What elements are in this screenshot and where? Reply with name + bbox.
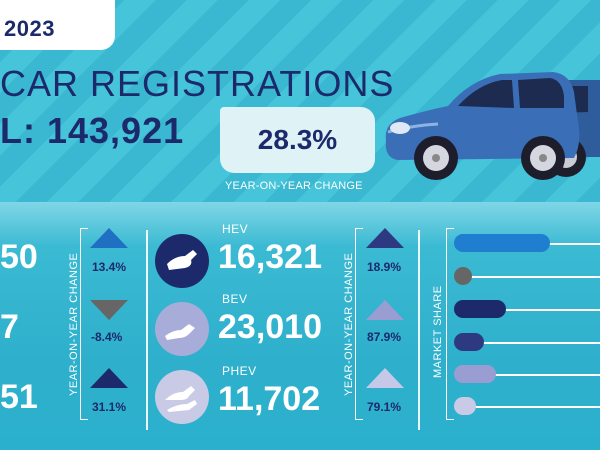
ev-charger-icon	[155, 302, 209, 356]
fuel-change-phev: 79.1%	[367, 400, 402, 414]
left-change-2-down-arrow-icon	[90, 300, 128, 320]
share-guide-3	[456, 309, 600, 311]
share-guide-2	[456, 276, 600, 278]
right-yoy-label: YEAR-ON-YEAR CHANGE	[343, 252, 355, 396]
left-change-3-up-arrow-icon	[90, 368, 128, 388]
left-value-1: 50	[0, 238, 38, 276]
left-change-1-up-arrow-icon	[90, 228, 128, 248]
total-registrations: L: 143,921	[0, 110, 185, 151]
market-share-label: MARKET SHARE	[432, 285, 444, 378]
share-bar-1	[454, 234, 550, 252]
left-change-1: 13.4%	[92, 260, 127, 274]
year-label: 2023	[4, 16, 55, 41]
left-change-3: 31.1%	[92, 400, 127, 414]
yoy-caption: YEAR-ON-YEAR CHANGE	[225, 180, 363, 192]
share-bar-2	[454, 267, 472, 285]
right-bracket	[355, 228, 363, 420]
yoy-value: 28.3%	[257, 124, 338, 155]
left-yoy-label: YEAR-ON-YEAR CHANGE	[68, 252, 80, 396]
left-value-3: 51	[0, 378, 38, 416]
fuel-change-bev: 87.9%	[367, 330, 402, 344]
share-bar-6	[454, 397, 476, 415]
fuel-change-hev: 18.9%	[367, 260, 402, 274]
plug-in-hybrid-icon	[155, 370, 209, 424]
header-banner: 2023 CAR REGISTRATIONS L: 143,921 28.3% …	[0, 0, 600, 202]
share-bar-5	[454, 365, 496, 383]
fuel-value-bev: 23,010	[218, 308, 322, 346]
share-guide-6	[456, 406, 600, 408]
left-value-2: 7	[0, 308, 19, 346]
fuel-change-2-up-arrow-icon	[366, 300, 404, 320]
car-illustration-icon	[385, 72, 600, 180]
share-bracket	[446, 228, 454, 420]
share-guide-4	[456, 342, 600, 344]
share-bar-4	[454, 333, 484, 351]
page-title: CAR REGISTRATIONS	[0, 63, 395, 104]
fuel-change-3-up-arrow-icon	[366, 368, 404, 388]
fuel-value-phev: 11,702	[218, 380, 321, 418]
share-bar-3	[454, 300, 506, 318]
year-tab	[0, 0, 115, 50]
yoy-box: 28.3%	[220, 107, 375, 173]
column-divider-left	[146, 230, 148, 430]
share-guide-5	[456, 374, 600, 376]
fuel-name-bev: BEV	[222, 292, 248, 306]
left-bracket	[80, 228, 88, 420]
fuel-change-1-up-arrow-icon	[366, 228, 404, 248]
fuel-name-phev: PHEV	[222, 364, 257, 378]
column-divider-right	[418, 230, 420, 430]
fuel-name-hev: HEV	[222, 222, 249, 236]
fuel-value-hev: 16,321	[218, 238, 322, 276]
left-change-2: -8.4%	[91, 330, 123, 344]
fuel-pump-icon	[155, 234, 209, 288]
